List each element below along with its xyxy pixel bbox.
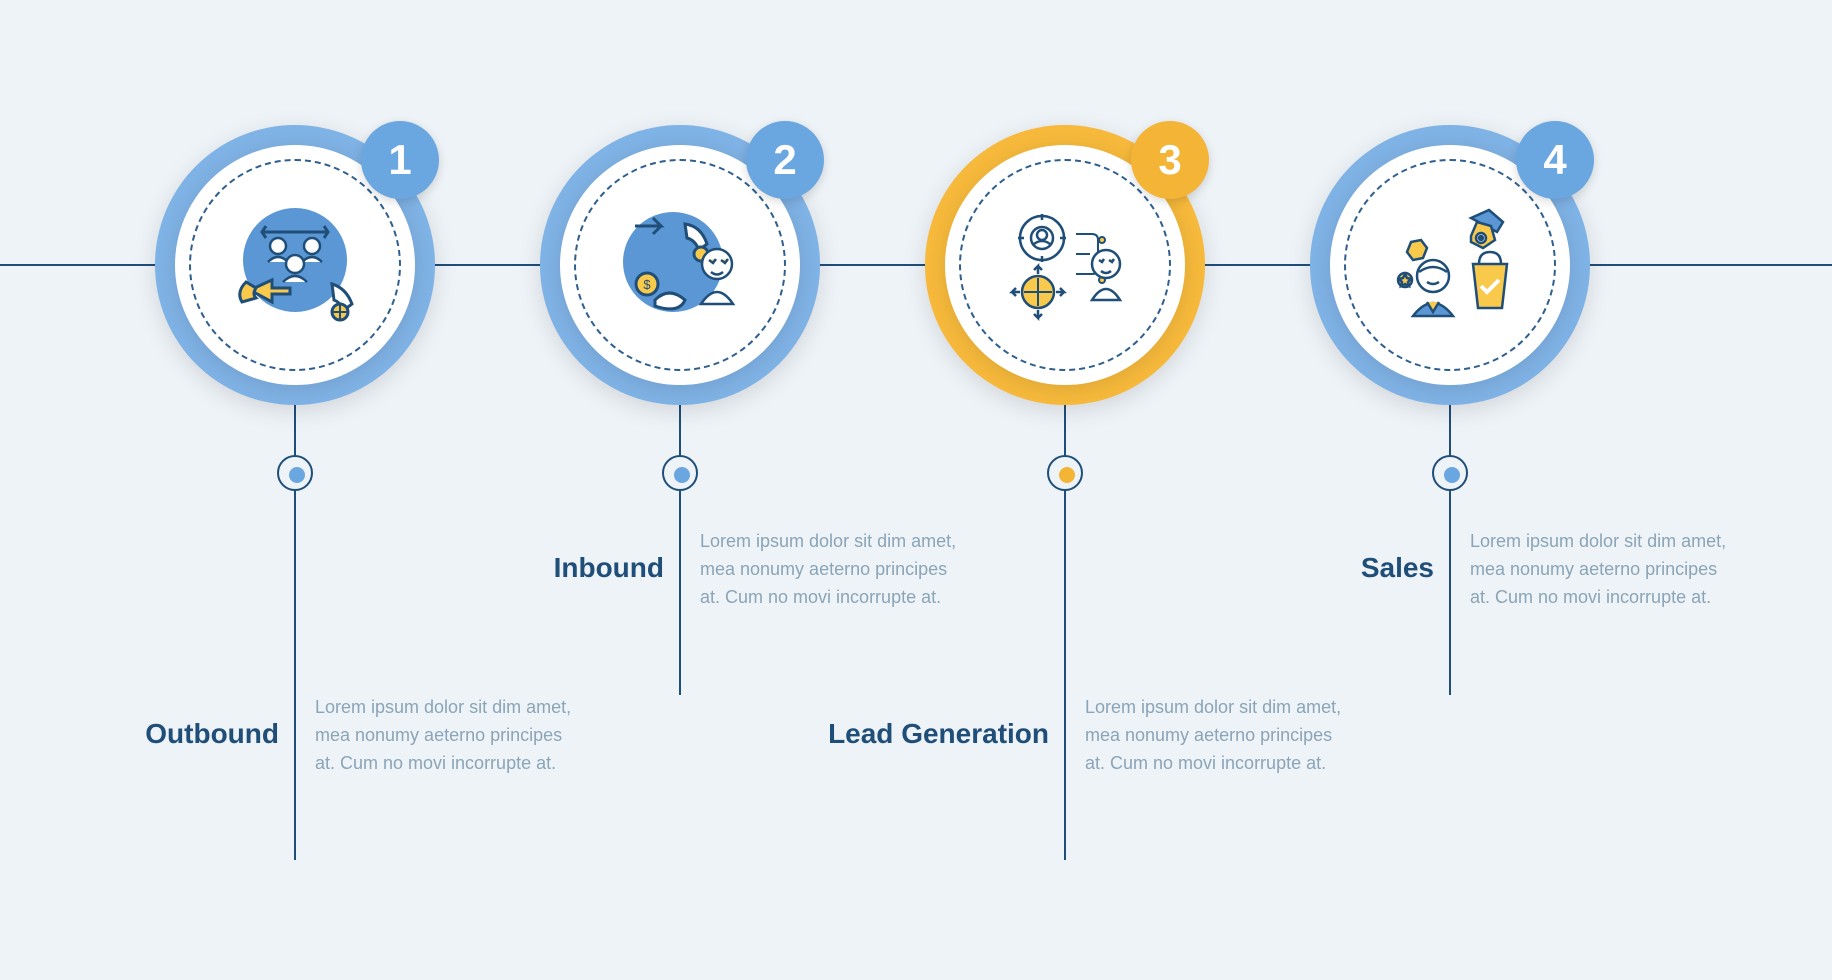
step-title: Sales — [1174, 552, 1434, 584]
step-4: 4 Sales Lorem ipsum dolor sit dim amet, … — [1310, 125, 1590, 405]
sales-icon — [1356, 171, 1544, 359]
step-circle: $ 2 — [540, 125, 820, 405]
step-circle: 4 — [1310, 125, 1590, 405]
connector-dot — [1047, 455, 1083, 491]
step-3: 3 Lead Generation Lorem ipsum dolor sit … — [925, 125, 1205, 405]
step-1: 1 Outbound Lorem ipsum dolor sit dim ame… — [155, 125, 435, 405]
step-number: 4 — [1543, 136, 1566, 184]
step-number: 1 — [388, 136, 411, 184]
connector-dot — [1432, 455, 1468, 491]
step-description: Lorem ipsum dolor sit dim amet, mea nonu… — [700, 528, 960, 612]
step-title: Lead Generation — [789, 718, 1049, 750]
step-description: Lorem ipsum dolor sit dim amet, mea nonu… — [1085, 694, 1345, 778]
step-number: 2 — [773, 136, 796, 184]
step-number-badge: 3 — [1131, 121, 1209, 199]
step-circle: 3 — [925, 125, 1205, 405]
inbound-icon: $ — [586, 171, 774, 359]
step-circle: 1 — [155, 125, 435, 405]
outbound-icon — [201, 171, 389, 359]
svg-text:$: $ — [643, 277, 651, 292]
step-title: Inbound — [404, 552, 664, 584]
step-number: 3 — [1158, 136, 1181, 184]
step-description: Lorem ipsum dolor sit dim amet, mea nonu… — [1470, 528, 1730, 612]
connector-dot — [662, 455, 698, 491]
step-number-badge: 1 — [361, 121, 439, 199]
connector-dot — [277, 455, 313, 491]
step-title: Outbound — [19, 718, 279, 750]
connector-line — [1449, 405, 1451, 695]
step-description: Lorem ipsum dolor sit dim amet, mea nonu… — [315, 694, 575, 778]
step-number-badge: 4 — [1516, 121, 1594, 199]
connector-line — [679, 405, 681, 695]
step-2: $ 2 Inbound Lorem ipsum dolor sit dim am… — [540, 125, 820, 405]
lead-icon — [971, 171, 1159, 359]
step-number-badge: 2 — [746, 121, 824, 199]
